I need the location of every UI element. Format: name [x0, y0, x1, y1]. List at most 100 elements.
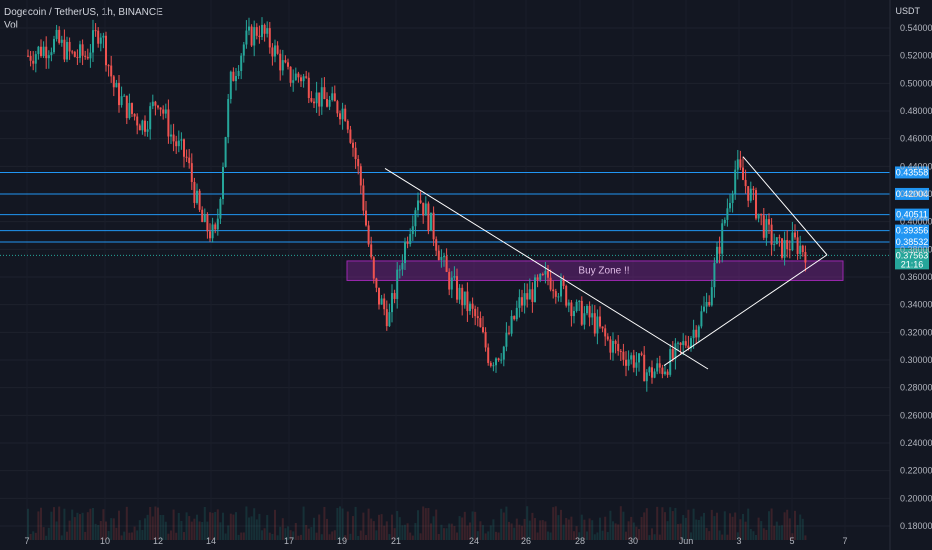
candle-body — [794, 232, 796, 238]
candle-body — [131, 103, 133, 114]
level-price-tag — [895, 187, 929, 200]
candles — [27, 17, 807, 540]
candle-body — [705, 302, 708, 307]
candle-body — [287, 62, 289, 67]
volume-bar — [453, 526, 456, 540]
candle-body — [635, 362, 638, 368]
candle-body — [359, 166, 362, 186]
volume-bar — [47, 527, 50, 540]
volume-bar — [578, 532, 581, 540]
candle-body — [565, 285, 568, 306]
buy-zone-rect — [346, 260, 844, 281]
volume-bar — [606, 532, 609, 540]
level-price-label: 0.39356 — [896, 226, 929, 236]
volume-bar — [307, 528, 310, 540]
volume-bar — [193, 518, 196, 540]
volume-bar — [315, 532, 318, 540]
volume-bar — [500, 508, 503, 540]
volume-bar — [580, 514, 583, 540]
candle-body — [788, 249, 791, 251]
candle-body — [474, 308, 477, 317]
volume-bar — [804, 535, 807, 540]
candle-body — [58, 29, 61, 43]
volume-bar — [721, 534, 724, 540]
candle-body — [448, 271, 451, 290]
volume-bar — [788, 518, 791, 540]
volume-bar — [404, 524, 406, 540]
y-tick-label: 0.18000 — [900, 521, 932, 531]
candle-body — [492, 365, 495, 367]
volume-bar — [565, 518, 568, 540]
candle-body — [42, 46, 45, 57]
volume-bar — [783, 512, 786, 540]
volume-bar — [55, 521, 58, 540]
candle-body — [214, 224, 217, 230]
candle-body — [367, 225, 370, 245]
candle-body — [534, 277, 536, 303]
volume-bar — [583, 519, 586, 540]
volume-bar — [664, 512, 666, 540]
volume-bar — [635, 526, 638, 540]
volume-bar — [422, 506, 425, 540]
buy-zone[interactable]: Buy Zone !! — [346, 260, 844, 281]
volume-bar — [697, 520, 700, 540]
candle-body — [710, 287, 713, 306]
candle-body — [651, 367, 653, 378]
volume-bar — [102, 509, 105, 540]
volume-bar — [185, 512, 188, 540]
candle-body — [211, 224, 214, 239]
volume-bar — [703, 512, 705, 540]
descending-trendline — [384, 167, 709, 370]
candle-body — [55, 29, 58, 39]
volume-bar — [71, 509, 74, 540]
volume-bar — [651, 528, 653, 540]
volume-bar — [346, 511, 349, 540]
candle-body — [601, 326, 604, 329]
volume-bar — [541, 520, 544, 540]
volume-bar — [497, 532, 500, 540]
x-tick-label: 30 — [628, 536, 638, 546]
candle-body — [354, 147, 357, 160]
candle-body — [736, 159, 739, 170]
trend-lines[interactable] — [384, 156, 828, 370]
level-price-tag — [895, 224, 929, 237]
candle-body — [645, 372, 648, 382]
candle-body — [157, 105, 159, 108]
volume-bar — [396, 510, 399, 540]
volume-bar — [513, 527, 516, 540]
candle-body — [729, 202, 731, 209]
candle-body — [773, 244, 776, 246]
candle-body — [469, 303, 471, 312]
volume-bar — [398, 517, 401, 540]
candle-body — [118, 82, 120, 106]
volume-bar — [419, 533, 422, 540]
candle-body — [648, 367, 651, 373]
volume-bar — [705, 527, 708, 540]
volume-bar — [489, 525, 492, 540]
volume-bar — [773, 525, 776, 540]
candle-body — [505, 332, 508, 347]
candle-body — [518, 297, 521, 308]
candle-body — [40, 46, 42, 57]
volume-bar — [349, 533, 352, 540]
volume-bar — [313, 517, 315, 540]
volume-bar — [341, 508, 344, 540]
volume-bar — [552, 507, 555, 540]
x-tick-label: 26 — [521, 536, 531, 546]
candle-body — [235, 76, 237, 82]
candle-body — [206, 214, 209, 232]
candle-body — [133, 113, 136, 117]
candle-body — [770, 224, 773, 245]
volume-bar — [209, 512, 211, 540]
candle-body — [94, 30, 97, 32]
volume-bar — [523, 518, 526, 540]
candle-body — [110, 65, 113, 77]
candle-body — [804, 251, 807, 263]
volume-bar — [229, 513, 232, 540]
candle-body — [625, 359, 627, 366]
volume-bar — [180, 521, 183, 540]
candle-body — [614, 340, 617, 344]
candle-body — [578, 300, 581, 302]
